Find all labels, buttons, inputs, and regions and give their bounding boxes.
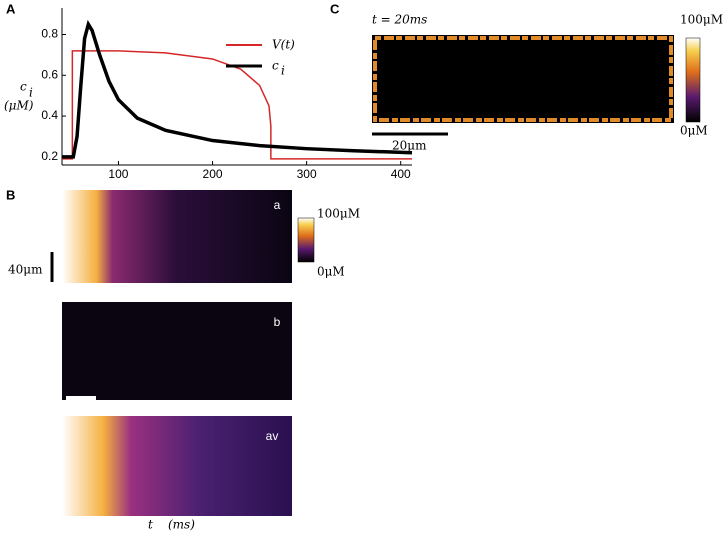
y-label: (μM)	[4, 99, 34, 113]
legend-label: i	[281, 64, 285, 78]
colorbar	[685, 37, 701, 123]
legend-label: c	[272, 59, 279, 73]
panel-label: A	[6, 1, 16, 16]
y-label: i	[29, 86, 33, 100]
x-tick-label: 400	[391, 167, 411, 181]
line	[62, 50, 412, 160]
image-border	[373, 36, 673, 122]
heatmap	[62, 190, 292, 283]
scale-label: 40μm	[8, 263, 43, 277]
legend-label: V(t)	[272, 38, 295, 52]
heatmap	[62, 302, 292, 400]
x-tick-label: 300	[297, 167, 317, 181]
x-tick-label: 200	[203, 167, 223, 181]
y-tick-label: 0.4	[41, 108, 58, 122]
chart-a: c i (μM)	[4, 80, 34, 113]
heatmap	[62, 416, 292, 516]
line	[62, 19, 413, 159]
colorbar-label: 100μM	[317, 207, 360, 221]
colorbar-label: 0μM	[680, 124, 708, 138]
colorbar-label: 100μM	[680, 13, 723, 27]
heatmap-spot	[66, 396, 96, 400]
title: t = 20ms	[372, 13, 427, 27]
y-tick-label: 0.8	[41, 27, 58, 41]
y-tick-label: 0.6	[41, 67, 58, 81]
image-label: b	[274, 315, 281, 329]
image-label: a	[274, 198, 281, 212]
colorbar-label: 0μM	[317, 265, 345, 279]
panel-label: B	[6, 187, 15, 202]
x-label: t	[148, 518, 153, 532]
x-tick-label: 100	[108, 167, 128, 181]
panel-label: C	[330, 1, 340, 16]
y-tick-label: 0.2	[41, 149, 58, 163]
y-label: c	[20, 80, 27, 94]
colorbar	[297, 217, 315, 263]
image-label: av	[266, 429, 279, 443]
scale-label: 20μm	[392, 139, 427, 153]
x-label: (ms)	[168, 518, 195, 532]
image	[372, 35, 674, 123]
